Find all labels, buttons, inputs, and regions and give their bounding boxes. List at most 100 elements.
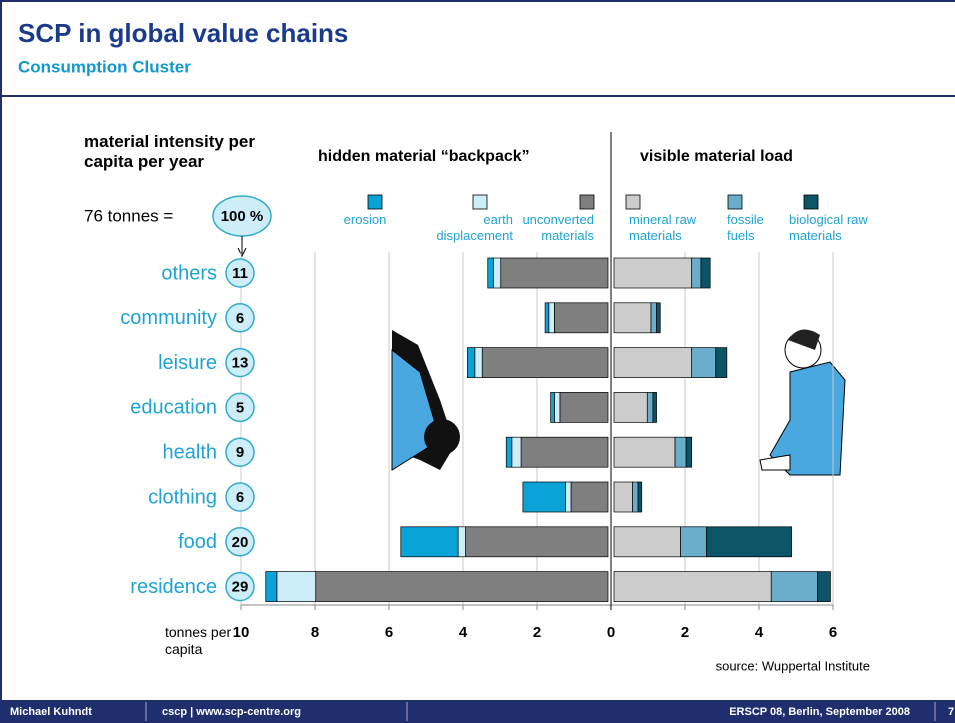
bar-segment [637, 481, 643, 513]
share-label: 29 [232, 579, 249, 596]
legend-swatch [367, 194, 383, 210]
source: source: Wuppertal Institute [716, 658, 870, 673]
bar-segment [680, 526, 707, 558]
bar-segment [691, 347, 717, 378]
share-circle [225, 437, 255, 467]
bar-segment [511, 436, 522, 468]
share-label: 6 [236, 489, 244, 506]
share-label: 13 [232, 355, 249, 372]
x-tick-label: 4 [755, 624, 764, 641]
bar-segment [817, 571, 831, 602]
bar-segment [522, 481, 566, 513]
share-circle [225, 347, 255, 378]
header-rule [0, 95, 955, 97]
share-label: 11 [232, 265, 248, 282]
category-label: health [163, 441, 218, 463]
bar-segment [550, 392, 555, 423]
bar-segment [520, 436, 609, 468]
legend-label: unconverted materials [522, 212, 594, 243]
share-circle [225, 258, 255, 288]
bar-segment [400, 526, 459, 558]
bar-segment [548, 302, 555, 334]
bar-segment [613, 302, 652, 334]
legend-label: erosion [343, 212, 387, 227]
bar-segment [481, 347, 609, 378]
legend-swatch [472, 194, 488, 210]
top-border [0, 0, 955, 2]
bar-segment [457, 526, 466, 558]
bar-segment [505, 436, 513, 468]
share-circle [225, 482, 255, 512]
legend-label: fossile fuels [727, 212, 764, 243]
bar-segment [613, 481, 633, 513]
share-label: 9 [236, 444, 244, 461]
total-share: 100 % [221, 208, 264, 225]
bar-segment [544, 302, 550, 334]
bar-segment [315, 571, 609, 602]
x-tick-label: 6 [385, 624, 393, 641]
bar-segment [553, 302, 609, 334]
share-circle [225, 571, 255, 602]
legend-swatch [727, 194, 743, 210]
bar-segment [613, 392, 648, 423]
subtitle: Consumption Cluster [18, 57, 191, 76]
backpacker-left [391, 330, 460, 471]
share-label: 6 [236, 310, 244, 327]
x-tick-label: 6 [829, 624, 837, 641]
y-axis-label: material intensity per capita per year [84, 132, 256, 171]
bar-segment [276, 571, 317, 602]
footer-author: Michael Kuhndt [10, 706, 92, 718]
footer-event: ERSCP 08, Berlin, September 2008 [729, 706, 910, 718]
bar-segment [265, 571, 278, 602]
footer-bar [0, 700, 955, 723]
bar-segment [646, 392, 654, 423]
bar-segment [570, 481, 609, 513]
bar-segment [674, 436, 687, 468]
bar-segment [565, 481, 572, 513]
category-label: leisure [158, 352, 217, 374]
bar-segment [613, 571, 772, 602]
bar-segment [613, 436, 676, 468]
bar-segment [685, 436, 693, 468]
category-label: clothing [148, 486, 217, 508]
legend-swatch [803, 194, 819, 210]
legend-label: biological raw materials [789, 212, 868, 243]
bar-segment [487, 257, 494, 289]
bar-segment [715, 347, 728, 378]
bar-segment [492, 257, 502, 289]
legend-swatch [625, 194, 641, 210]
legend-label: earth displacement [436, 212, 513, 243]
footer-page: 7 [948, 706, 954, 718]
bar-segment [691, 257, 702, 289]
legend-swatch [579, 194, 595, 210]
bar-segment [474, 347, 483, 378]
x-axis-label: tonnes per capita [165, 624, 232, 657]
title: SCP in global value chains [18, 18, 348, 48]
category-label: residence [130, 576, 217, 598]
category-label: community [120, 307, 217, 329]
bar-segment [467, 347, 476, 378]
bar-segment [613, 257, 693, 289]
bar-segment [613, 347, 693, 378]
bar-segment [700, 257, 711, 289]
footer-org: cscp | www.scp-centre.org [162, 706, 301, 718]
bar-segment [553, 392, 561, 423]
x-tick-label: 2 [681, 624, 689, 641]
x-tick-label: 4 [459, 624, 468, 641]
bar-segment [613, 526, 681, 558]
total-arrow-head [237, 247, 247, 258]
x-tick-label: 0 [607, 624, 615, 641]
bar-segment [652, 392, 657, 423]
share-label: 5 [236, 399, 244, 416]
total-text: 76 tonnes = [84, 206, 173, 225]
bar-segment [500, 257, 609, 289]
category-label: food [178, 531, 217, 553]
bar-segment [650, 302, 657, 334]
x-tick-label: 10 [233, 624, 250, 641]
category-label: education [130, 397, 217, 419]
category-label: others [161, 262, 217, 284]
bar-segment [770, 571, 818, 602]
bar-segment [632, 481, 639, 513]
